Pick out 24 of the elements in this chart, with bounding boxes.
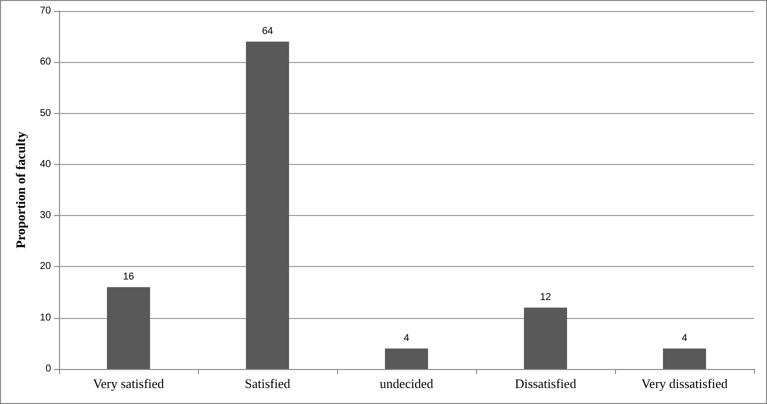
data-label: 4 <box>404 333 410 344</box>
bar <box>246 42 290 369</box>
bar <box>106 287 150 369</box>
x-tick-label: Very dissatisfied <box>641 376 728 391</box>
y-tick-label: 0 <box>45 364 52 374</box>
x-tick-label: Dissatisfied <box>514 376 577 391</box>
y-tick-label: 30 <box>40 210 52 222</box>
data-label: 16 <box>122 272 134 283</box>
bar <box>384 348 428 369</box>
y-tick-label: 20 <box>40 261 52 272</box>
y-tick-label: 40 <box>40 158 52 170</box>
x-tick-label: Very satisfied <box>92 376 165 391</box>
y-tick-label: 50 <box>40 108 52 119</box>
y-tick-label: 10 <box>40 312 52 324</box>
data-label: 4 <box>682 333 688 344</box>
y-axis-title: Proportion of faculty <box>13 131 28 248</box>
bar <box>662 348 706 369</box>
data-label: 64 <box>262 26 274 38</box>
x-tick-label: Satisfied <box>244 376 291 391</box>
data-label: 12 <box>540 292 552 304</box>
y-tick-label: 60 <box>40 56 52 68</box>
bar <box>524 308 568 369</box>
x-tick-label: undecided <box>380 376 434 391</box>
y-tick-label: 70 <box>40 6 52 16</box>
